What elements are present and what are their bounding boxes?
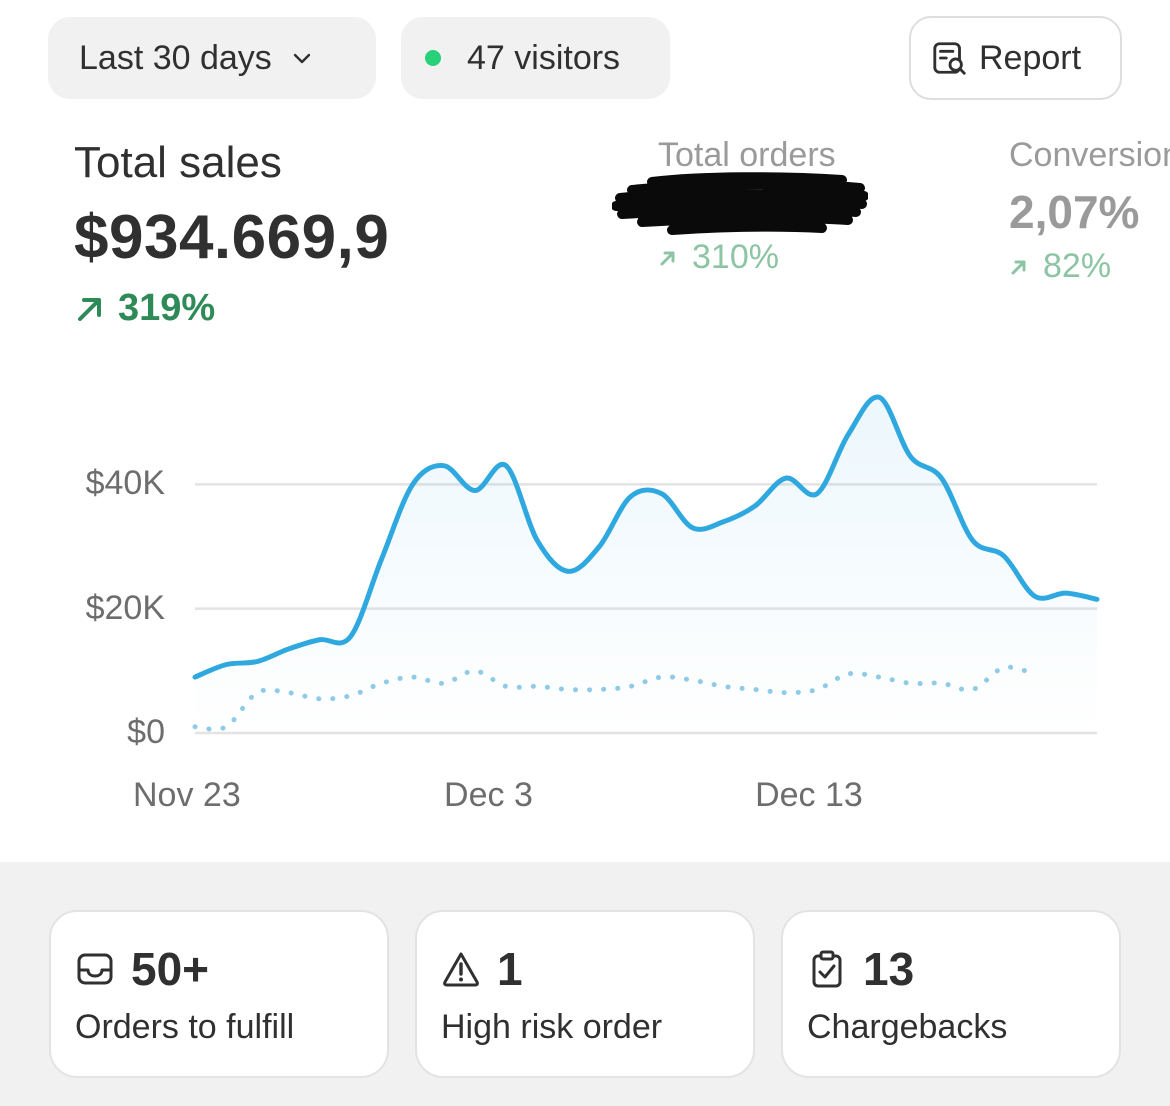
visitors-count: 47 visitors (467, 38, 621, 77)
conversion-value: 2,07% (1009, 186, 1140, 238)
total-orders-delta-value: 310% (692, 238, 779, 276)
arrow-up-right-icon (78, 297, 101, 321)
conversion-delta: 82% (1009, 247, 1170, 286)
total-orders-label: Total orders (658, 136, 836, 174)
arrow-up-right-icon (660, 251, 675, 265)
sales-area (195, 396, 1097, 733)
y-tick-label: $40K (85, 464, 165, 503)
high-risk-order-caption: High risk order (441, 1008, 663, 1046)
x-tick-label: Dec 13 (755, 776, 863, 814)
orders-to-fulfill-caption: Orders to fulfill (75, 1008, 295, 1046)
conversion-metric[interactable]: Conversion 2,07% 82% (1009, 136, 1170, 286)
x-tick-label: Nov 23 (133, 776, 241, 814)
y-tick-label: $20K (85, 588, 165, 627)
high-risk-order-count: 1 (497, 943, 523, 995)
date-range-selector[interactable]: Last 30 days (48, 17, 376, 99)
total-sales-delta: 319% (74, 287, 389, 330)
orders-to-fulfill-count: 50+ (131, 943, 210, 995)
total-sales-delta-value: 319% (118, 287, 216, 329)
conversion-delta-value: 82% (1043, 247, 1112, 285)
report-search-icon (933, 42, 966, 75)
inbox-icon (77, 953, 113, 985)
high-risk-order-card[interactable]: 1 High risk order (415, 910, 755, 1078)
arrow-up-right-icon (1011, 260, 1026, 274)
total-sales-value: $934.669,9 (74, 203, 390, 272)
total-sales-label: Total sales (74, 138, 282, 187)
live-visitors-badge[interactable]: 47 visitors (401, 17, 670, 99)
top-bar: Last 30 days 47 visitors Report (0, 0, 1170, 120)
comparison-series-line (192, 664, 1038, 732)
sales-chart-svg (192, 394, 1100, 735)
chargebacks-card[interactable]: 13 Chargebacks (781, 910, 1121, 1078)
x-tick-label: Dec 3 (444, 776, 533, 814)
chargebacks-caption: Chargebacks (807, 1008, 1008, 1046)
conversion-label: Conversion (1009, 136, 1170, 174)
sales-chart[interactable]: $0 $20K $40K Nov 23 Dec 3 Dec 13 (0, 360, 1170, 830)
clipboard-check-icon (812, 950, 842, 988)
sales-series-line (192, 394, 1100, 680)
total-orders-delta: 310% (658, 238, 779, 277)
chevron-down-icon (293, 53, 310, 64)
date-range-label: Last 30 days (79, 38, 272, 77)
redaction-scribble (612, 172, 868, 235)
y-tick-label: $0 (127, 713, 165, 751)
report-button[interactable]: Report (909, 16, 1122, 100)
alert-triangle-icon (443, 952, 479, 987)
chargebacks-count: 13 (863, 943, 915, 995)
summary-section: 50+ Orders to fulfill 1 High risk order … (0, 862, 1170, 1106)
total-orders-metric[interactable]: Total orders 310% (658, 136, 836, 276)
report-label: Report (979, 38, 1082, 77)
orders-to-fulfill-card[interactable]: 50+ Orders to fulfill (49, 910, 389, 1078)
live-dot-icon (425, 50, 441, 66)
total-sales-metric[interactable]: Total sales $934.669,9 319% (74, 138, 389, 330)
